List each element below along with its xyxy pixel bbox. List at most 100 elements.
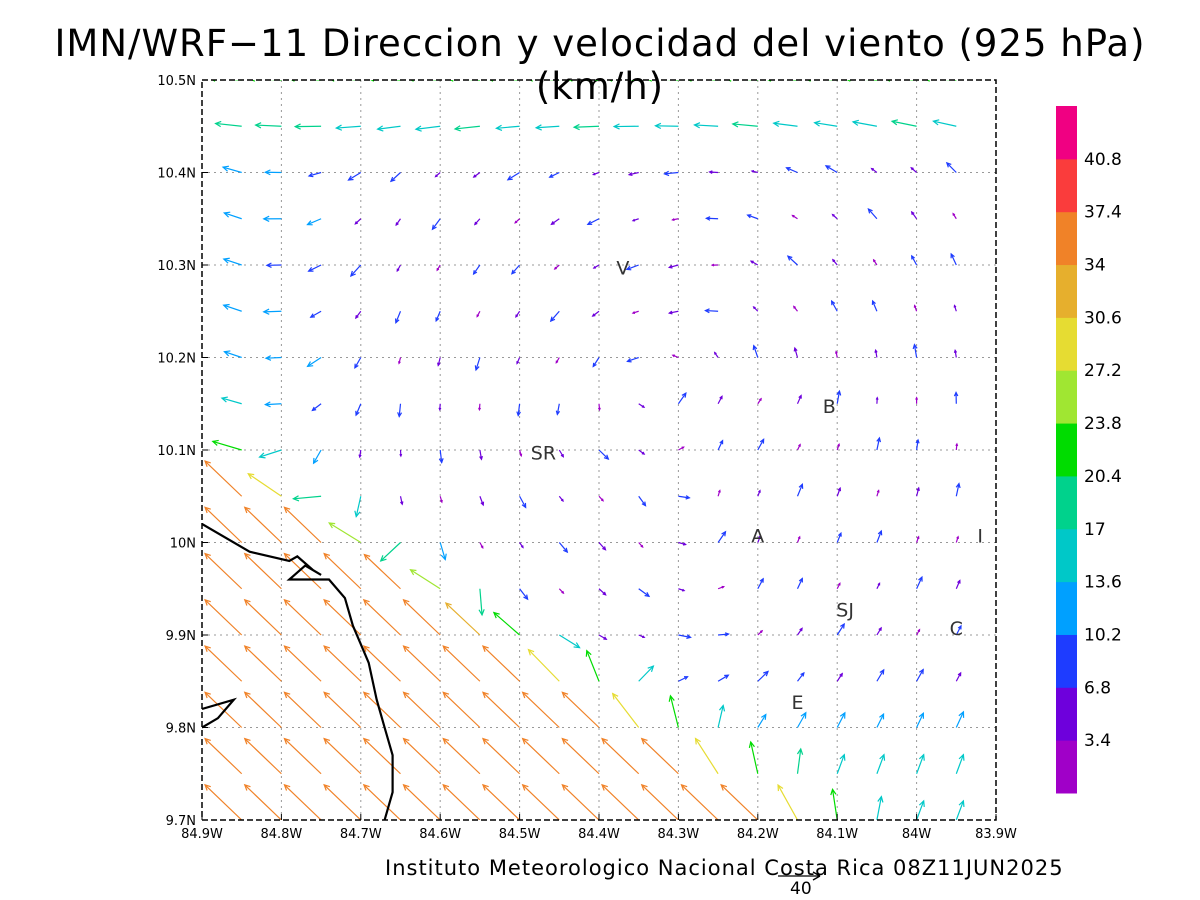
wind-vector [222,303,242,312]
reference-vector-arrowhead [812,871,821,881]
wind-vector [479,542,484,549]
wind-vector [677,392,687,405]
wind-vector [568,80,599,82]
colorbar-label: 10.2 [1084,625,1122,645]
wind-vector [836,711,846,728]
wind-vector [283,691,322,728]
colorbar-swatch [1056,158,1077,213]
wind-vector [638,542,644,549]
wind-vector [717,674,730,682]
wind-vector [204,506,243,543]
wind-vector [717,704,726,728]
wind-vector [592,264,600,269]
wind-vector [202,403,203,404]
wind-vector [472,264,481,276]
wind-vector [915,396,919,404]
wind-vector [872,258,878,266]
wind-vector [481,691,521,728]
wind-vector [793,346,799,358]
wind-vector [731,121,758,128]
wind-vector [516,403,521,417]
wind-vector [797,671,805,682]
wind-vector [202,680,203,682]
wind-vector [591,310,600,317]
reference-vector: 40 [778,871,821,899]
wind-vector [202,218,203,219]
wind-vector [678,495,691,500]
coastline-segment [202,697,238,729]
wind-vector [243,783,282,820]
wind-vector [915,438,920,451]
colorbar-label: 30.6 [1084,308,1122,328]
wind-vector [362,691,401,728]
wind-vector [548,171,560,178]
wind-vector [476,310,481,318]
y-tick-label: 10.5N [157,74,196,89]
wind-vector [625,264,639,271]
colorbar-label: 17 [1084,520,1106,540]
colorbar-swatch [1056,370,1077,424]
wind-vector [796,577,803,590]
wind-vector [836,442,840,451]
place-label: SR [531,442,556,464]
wind-vector [311,403,322,412]
colorbar-swatch [1056,475,1077,530]
wind-vector [363,553,401,590]
wind-vector [402,737,441,775]
wind-vector [243,645,282,682]
colorbar-swatch [1056,740,1077,794]
wind-vector [708,170,719,174]
wind-vector [558,495,564,503]
wind-vector [597,403,601,412]
wind-vector [916,575,923,590]
wind-vector [355,310,362,320]
wind-vector [306,218,322,226]
wind-vector [796,535,801,543]
x-tick-label: 84.6W [419,827,461,842]
wind-vector [797,627,803,636]
wind-vector [495,124,520,131]
y-tick-label: 10N [170,537,196,552]
reference-vector-label: 40 [790,879,812,899]
wind-vector [442,645,481,682]
wind-vector [796,711,807,728]
wind-vector [243,737,282,775]
wind-vector [631,310,639,314]
y-tick-label: 10.3N [157,259,196,274]
wind-vector [558,449,564,458]
wind-vector [328,522,362,544]
wind-vector [435,311,441,323]
wind-vector [221,165,242,174]
wind-vector [640,737,679,775]
wind-vector [323,552,362,590]
wind-vector [258,449,282,459]
wind-vector [398,357,402,365]
wind-vector [211,439,242,451]
wind-vector [492,611,520,636]
wind-vector [323,737,362,775]
wind-vector [514,218,521,224]
map-title: IMN/WRF−11 Direccion y velocidad del vie… [54,22,1146,108]
wind-vector [693,122,719,129]
wind-vector [516,357,521,365]
wind-vector [638,634,646,639]
wind-vector [874,348,878,358]
wind-vector [202,772,203,774]
colorbar-swatch [1056,317,1077,371]
wind-vector [932,119,957,127]
wind-vector [263,169,282,176]
wind-vector [757,577,764,590]
wind-vector [449,80,480,82]
wind-vector [585,649,600,682]
wind-vector [334,124,361,131]
wind-vector [204,783,243,820]
wind-vector [717,395,723,405]
wind-vector [955,671,962,682]
wind-vector [519,449,523,458]
wind-vector [916,712,924,728]
wind-vector [678,634,692,640]
wind-vector [204,691,243,728]
colorbar-label: 3.4 [1084,731,1111,751]
wind-vector [479,496,485,507]
colorbar-swatch [1056,106,1077,160]
